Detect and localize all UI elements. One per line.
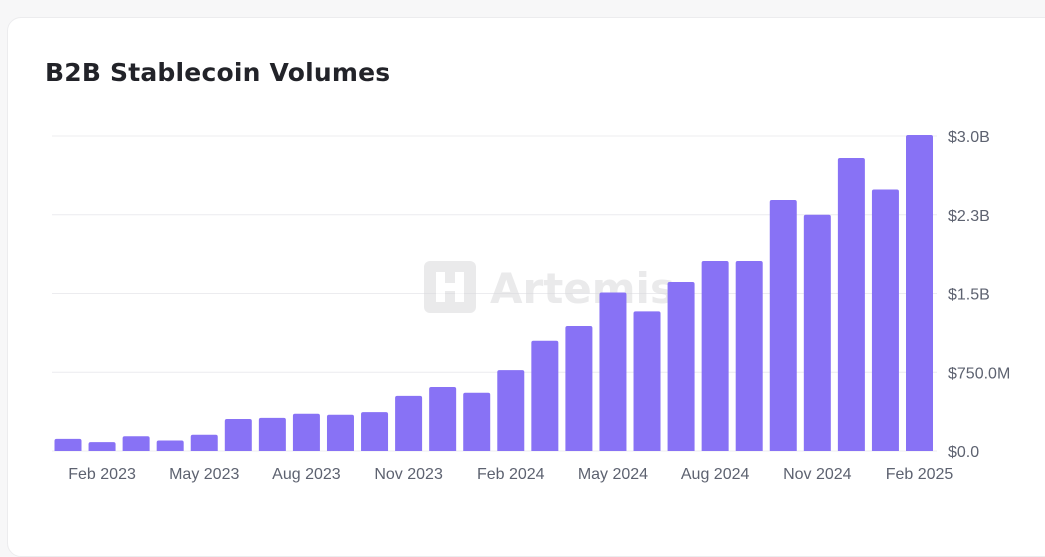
bar-feb-2024 <box>497 370 525 451</box>
bar-nov-2023 <box>395 395 423 451</box>
bar-jun-2024 <box>633 311 661 451</box>
bar-jan-2025 <box>871 189 899 452</box>
bar-jan-2023 <box>54 438 82 451</box>
x-tick-label: May 2024 <box>578 466 648 483</box>
bar-aug-2023 <box>292 413 320 451</box>
bar-may-2024 <box>599 292 627 451</box>
bar-oct-2024 <box>769 200 797 451</box>
x-tick-label: Feb 2024 <box>477 466 545 483</box>
bar-aug-2024 <box>701 260 729 451</box>
x-tick-label: Aug 2023 <box>272 466 341 483</box>
y-tick-label: $0.0 <box>948 444 979 461</box>
x-tick-label: Nov 2023 <box>374 466 443 483</box>
y-tick-label: $750.0M <box>948 365 1010 382</box>
bar-feb-2023 <box>88 442 116 451</box>
bar-mar-2023 <box>122 436 150 451</box>
bar-may-2023 <box>190 434 218 451</box>
x-tick-label: May 2023 <box>169 466 239 483</box>
bar-dec-2024 <box>837 158 865 452</box>
y-tick-label: $2.3B <box>948 208 990 225</box>
bar-nov-2024 <box>803 214 831 451</box>
bar-apr-2023 <box>156 440 184 451</box>
bar-jul-2023 <box>258 417 286 451</box>
x-tick-label: Feb 2023 <box>68 466 136 483</box>
bar-chart: $0.0 $750.0M $1.5B $2.3B $3.0B Artemis Feb 202… <box>52 129 1010 483</box>
bar-jun-2023 <box>224 418 252 451</box>
chart-title: B2B Stablecoin Volumes <box>45 58 391 87</box>
bar-jul-2024 <box>667 281 695 451</box>
bar-feb-2025 <box>906 134 933 451</box>
bar-sep-2023 <box>326 414 354 451</box>
watermark: Artemis <box>424 261 675 313</box>
bar-apr-2024 <box>565 326 593 451</box>
y-tick-label: $3.0B <box>948 129 990 146</box>
x-tick-label: Aug 2024 <box>681 466 750 483</box>
bar-oct-2023 <box>361 412 389 451</box>
y-tick-label: $1.5B <box>948 287 990 304</box>
x-tick-label: Feb 2025 <box>886 466 954 483</box>
bar-sep-2024 <box>735 260 763 451</box>
bar-jan-2024 <box>463 392 491 451</box>
bar-mar-2024 <box>531 340 559 451</box>
bar-dec-2023 <box>429 386 457 451</box>
watermark-text: Artemis <box>490 264 675 313</box>
x-tick-label: Nov 2024 <box>783 466 852 483</box>
